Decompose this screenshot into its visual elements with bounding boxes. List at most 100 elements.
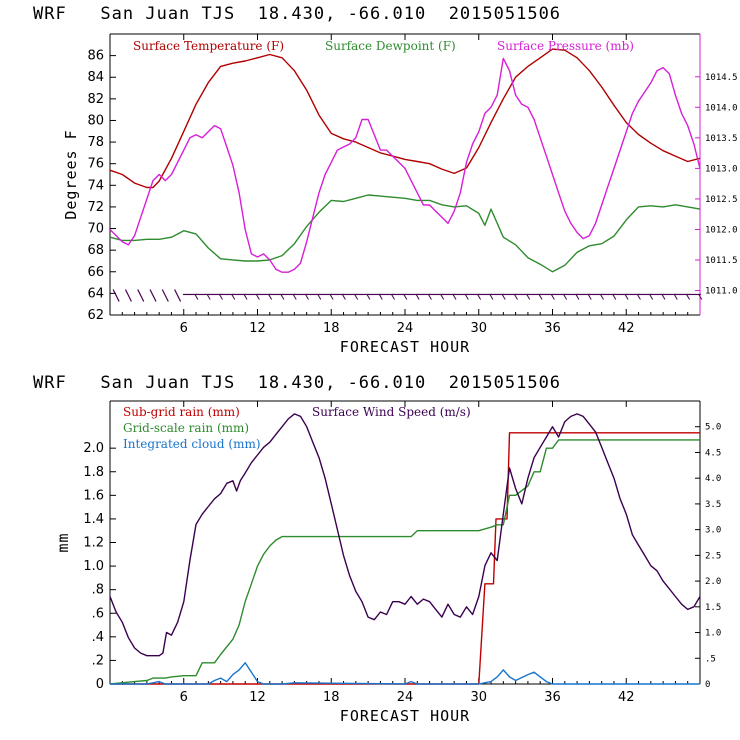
wind-barb-flag [673, 294, 678, 300]
top-legend-entry-1: Surface Dewpoint (F) [325, 39, 456, 53]
bottom-x-tick-label: 36 [544, 690, 561, 705]
wind-barb-flag [391, 294, 395, 300]
top-x-tick-label: 36 [544, 321, 561, 336]
bottom-y-tick-label: 2.0 [83, 441, 104, 456]
top-y2-tick-label: 1012.5 [705, 195, 738, 205]
wind-barb-flag [428, 294, 432, 300]
wind-barb-flag [268, 294, 273, 300]
wind-barb-flag [219, 294, 223, 300]
wind-barb-flag [354, 294, 359, 300]
wind-barb-flag [526, 294, 531, 300]
wind-barb-flag [636, 294, 641, 300]
wind-barb [137, 289, 145, 302]
bottom-legend-entry-0: Sub-grid rain (mm) [123, 405, 240, 419]
top-y-tick-label: 72 [87, 200, 104, 215]
wind-barb-flag [452, 294, 457, 300]
top-y2-tick-label: 1014.5 [705, 73, 738, 83]
wind-barb-flag [550, 294, 555, 300]
bottom-y-tick-label: .4 [92, 630, 104, 645]
bottom-x-axis-label: FORECAST HOUR [340, 707, 470, 725]
top-legend-entry-0: Surface Temperature (F) [133, 39, 284, 53]
wind-barb-flag [341, 294, 346, 300]
wind-barb-flag [686, 294, 690, 300]
bottom-y2-tick-label: .5 [705, 654, 716, 664]
wind-barb-flag [206, 294, 211, 300]
top-y-tick-label: 84 [87, 70, 104, 85]
wind-barb-flag [575, 294, 580, 300]
bottom-x-tick-label: 12 [249, 690, 266, 705]
top-y-tick-label: 74 [87, 178, 104, 193]
top-x-tick-label: 24 [397, 321, 414, 336]
wind-barb-flag [501, 294, 506, 300]
top-y2-tick-label: 1011.0 [705, 287, 738, 297]
bottom-y-tick-label: .6 [92, 606, 104, 621]
top-series-line-1 [109, 194, 701, 273]
top-y-tick-label: 82 [87, 92, 104, 107]
bottom-x-tick-label: 24 [397, 690, 414, 705]
bottom-y-tick-label: 1.6 [83, 488, 104, 503]
wind-barb-flag [587, 294, 592, 300]
top-y-tick-label: 76 [87, 157, 104, 172]
wind-barb-flag [378, 294, 383, 300]
wind-barb-flag [255, 294, 260, 300]
bottom-y2-tick-label: 2.0 [705, 577, 721, 587]
top-x-tick-label: 30 [470, 321, 487, 336]
wind-barb-flag [563, 294, 568, 300]
top-y-tick-label: 62 [87, 308, 104, 323]
top-y-tick-label: 66 [87, 265, 104, 280]
bottom-y-tick-label: 1.4 [83, 512, 104, 527]
wind-barb [174, 289, 182, 302]
wind-barb-flag [624, 294, 629, 300]
wind-barb [112, 289, 120, 302]
wind-barb-flag [231, 294, 236, 300]
top-x-tick-label: 18 [323, 321, 340, 336]
wind-barb-flag [514, 294, 518, 300]
bottom-y2-tick-label: 2.5 [705, 551, 721, 561]
wind-barb [161, 289, 169, 302]
wind-barb [124, 289, 132, 302]
top-y2-tick-label: 1014.0 [705, 103, 738, 113]
bottom-y-tick-label: .8 [92, 583, 104, 598]
bottom-y2-tick-label: 4.5 [705, 448, 721, 458]
bottom-y2-tick-label: 4.0 [705, 474, 721, 484]
top-y2-tick-label: 1013.0 [705, 164, 738, 174]
wind-barb-flag [440, 294, 445, 300]
bottom-x-tick-label: 18 [323, 690, 340, 705]
bottom-y-tick-label: 1.0 [83, 559, 104, 574]
top-y2-tick-label: 1013.5 [705, 134, 738, 144]
wind-barb-flag [649, 294, 654, 300]
top-x-tick-label: 42 [618, 321, 635, 336]
top-x-axis-label: FORECAST HOUR [340, 338, 470, 356]
bottom-series-line-2 [110, 662, 700, 685]
wind-barb-flag [477, 294, 482, 300]
wind-barb-flag [329, 294, 334, 300]
bottom-legend-entry-1: Grid-scale rain (mm) [123, 421, 249, 435]
wind-barb-flag [415, 294, 420, 300]
bottom-y2-tick-label: 1.0 [705, 629, 721, 639]
bottom-legend-entry-3: Surface Wind Speed (m/s) [312, 405, 471, 419]
bottom-legend-entry-2: Integrated cloud (mm) [123, 437, 261, 451]
wind-barb-flag [600, 294, 604, 300]
top-legend-entry-2: Surface Pressure (mb) [497, 39, 634, 53]
wind-barb-flag [292, 294, 297, 300]
bottom-y-axis-label: mm [54, 532, 72, 552]
top-y-tick-label: 70 [87, 222, 104, 237]
bottom-y-tick-label: .2 [92, 653, 104, 668]
wind-barb-flag [403, 294, 408, 300]
bottom-series-line-3 [109, 413, 701, 657]
top-y2-tick-label: 1011.5 [705, 256, 738, 266]
top-chart-header: WRF San Juan TJS 18.430, -66.010 2015051… [33, 4, 562, 24]
wind-barb-flag [280, 294, 285, 300]
top-y-axis-label: Degrees F [62, 129, 80, 219]
wind-barb-flag [661, 294, 666, 300]
wind-barb-flag [366, 294, 371, 300]
top-y2-tick-label: 1012.0 [705, 225, 738, 235]
bottom-y-tick-label: 0 [96, 677, 104, 692]
wind-barb-flag [194, 294, 199, 300]
bottom-series-line-0 [110, 432, 700, 685]
bottom-series-line-1 [109, 439, 700, 685]
wind-barb [149, 289, 157, 302]
top-series-line-2 [109, 57, 701, 273]
bottom-y2-tick-label: 3.5 [705, 500, 721, 510]
